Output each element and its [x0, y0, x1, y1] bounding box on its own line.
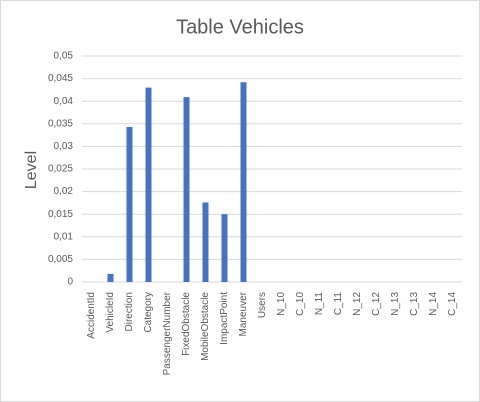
- bar: [145, 87, 152, 282]
- x-tick-label: Maneuver: [238, 291, 249, 336]
- x-tick-label: AccidentId: [86, 292, 97, 339]
- x-tick-label: C_11: [333, 292, 344, 316]
- x-tick-label: C_13: [409, 292, 420, 316]
- x-tick-label: C_10: [295, 292, 306, 316]
- bar: [240, 82, 247, 282]
- y-tick-label: 0,04: [54, 96, 74, 107]
- x-tick-label: MobileObstacle: [200, 292, 211, 361]
- x-tick-label: PassengerNumber: [162, 291, 173, 375]
- x-tick-label: N_12: [352, 292, 363, 316]
- y-tick-label: 0,02: [54, 186, 74, 197]
- y-tick-label: 0,015: [48, 209, 73, 220]
- y-tick-label: 0,01: [54, 231, 74, 242]
- x-tick-label: N_14: [428, 292, 439, 316]
- x-tick-label: C_12: [371, 292, 382, 316]
- x-tick-label: N_13: [390, 292, 401, 316]
- x-tick-label: FixedObstacle: [181, 292, 192, 356]
- y-tick-label: 0,025: [48, 164, 73, 175]
- y-tick-label: 0,05: [54, 51, 74, 62]
- x-tick-label: N_11: [314, 292, 325, 316]
- chart-title: Table Vehicles: [176, 16, 304, 38]
- x-tick-label: ImpactPoint: [219, 292, 230, 345]
- bar: [126, 126, 133, 283]
- bar: [107, 273, 114, 282]
- y-tick-label: 0,035: [48, 118, 73, 129]
- x-tick-label: Category: [143, 292, 154, 333]
- bar: [202, 202, 209, 282]
- y-tick-label: 0: [67, 277, 73, 288]
- bar: [221, 214, 228, 282]
- y-tick-label: 0,03: [54, 141, 74, 152]
- x-tick-label: N_10: [276, 292, 287, 316]
- x-tick-label: Users: [257, 292, 268, 318]
- x-tick-label: Direction: [124, 292, 135, 331]
- x-tick-label: C_14: [447, 292, 458, 316]
- y-axis-title: Level: [23, 151, 40, 189]
- y-tick-label: 0,045: [48, 73, 73, 84]
- bar: [183, 97, 190, 282]
- x-tick-label: VehicleId: [105, 292, 116, 333]
- y-tick-label: 0,005: [48, 254, 73, 265]
